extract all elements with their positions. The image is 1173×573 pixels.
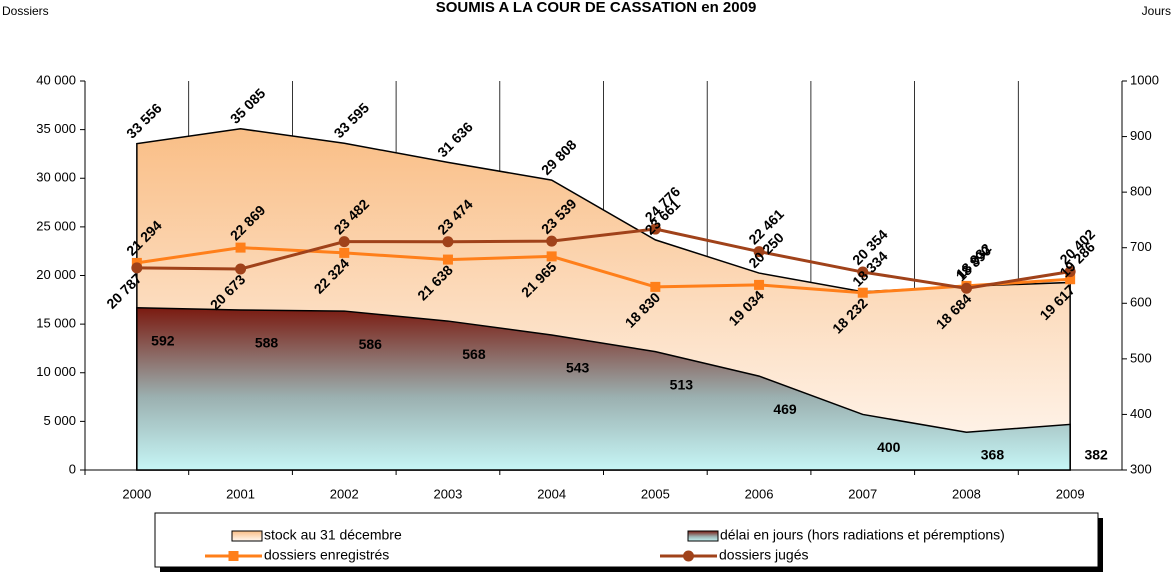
data-label: 33 556: [123, 100, 165, 142]
y-tick-label: 0: [69, 461, 76, 476]
marker: [754, 279, 765, 290]
legend: [154, 512, 1099, 568]
y2-tick-label: 600: [1130, 295, 1152, 310]
data-label: 35 085: [227, 85, 269, 127]
y2-tick-label: 400: [1130, 406, 1152, 421]
y-tick-label: 35 000: [36, 121, 76, 136]
area: [136, 306, 1071, 471]
y-axis-label: Dossiers: [2, 4, 49, 18]
marker: [442, 236, 454, 248]
x-tick-label: 2009: [1056, 486, 1085, 501]
y-tick-label: 25 000: [36, 218, 76, 233]
data-label: 31 636: [434, 118, 476, 160]
x-tick-label: 2003: [433, 486, 462, 501]
y2-tick-label: 500: [1130, 350, 1152, 365]
x-tick-label: 2008: [952, 486, 981, 501]
x-tick-label: 2004: [537, 486, 566, 501]
line: [136, 227, 1071, 290]
marker: [650, 281, 661, 292]
legend-label: dossiers jugés: [719, 547, 809, 563]
marker: [131, 262, 143, 274]
y-tick-label: 15 000: [36, 316, 76, 331]
marker: [1065, 274, 1076, 285]
x-tick-label: 2005: [641, 486, 670, 501]
y-tick-label: 30 000: [36, 170, 76, 185]
y2-tick-label: 700: [1130, 239, 1152, 254]
x-tick-label: 2006: [745, 486, 774, 501]
data-label: 382: [1084, 447, 1108, 463]
legend-label: dossiers enregistrés: [264, 547, 389, 563]
data-label: 543: [566, 360, 590, 376]
marker: [235, 263, 247, 275]
legend-swatch: [687, 530, 719, 542]
marker: [753, 246, 765, 258]
marker: [339, 247, 350, 258]
legend-swatch: [231, 530, 263, 542]
data-label: 400: [877, 439, 901, 455]
marker: [546, 235, 558, 247]
y2-tick-label: 900: [1130, 128, 1152, 143]
marker: [960, 282, 972, 294]
data-label: 568: [462, 346, 486, 362]
data-label: 29 808: [538, 136, 580, 178]
x-tick-label: 2000: [122, 486, 151, 501]
y2-axis-label: Jours: [1142, 4, 1171, 18]
y2-tick-label: 1000: [1130, 72, 1159, 87]
data-label: 592: [151, 332, 175, 348]
y-tick-label: 10 000: [36, 364, 76, 379]
data-label: 513: [670, 376, 694, 392]
legend-marker: [683, 550, 694, 562]
data-label: 368: [981, 447, 1005, 463]
y2-tick-label: 800: [1130, 184, 1152, 199]
x-tick-label: 2001: [226, 486, 255, 501]
legend-label: délai en jours (hors radiations et pérem…: [720, 527, 1005, 543]
x-tick-label: 2007: [848, 486, 877, 501]
marker: [442, 254, 453, 265]
marker: [338, 236, 350, 248]
data-label: 18 932: [953, 240, 995, 282]
y2-tick-label: 300: [1130, 461, 1152, 476]
marker: [235, 242, 246, 253]
marker: [857, 266, 869, 278]
legend-label: stock au 31 décembre: [264, 527, 402, 543]
legend-marker: [228, 551, 239, 561]
y-tick-label: 20 000: [36, 267, 76, 282]
data-label: 586: [359, 336, 383, 352]
marker: [857, 287, 868, 298]
data-label: 588: [255, 335, 279, 351]
data-label: 469: [773, 401, 797, 417]
marker: [546, 251, 557, 262]
data-label: 33 595: [331, 99, 373, 141]
y-tick-label: 40 000: [36, 72, 76, 87]
y-tick-label: 5 000: [43, 413, 76, 428]
x-tick-label: 2002: [330, 486, 359, 501]
marker: [1064, 266, 1076, 278]
line: [136, 246, 1071, 295]
marker: [649, 223, 661, 235]
chart-title: SOUMIS A LA COUR DE CASSATION en 2009: [436, 0, 757, 16]
